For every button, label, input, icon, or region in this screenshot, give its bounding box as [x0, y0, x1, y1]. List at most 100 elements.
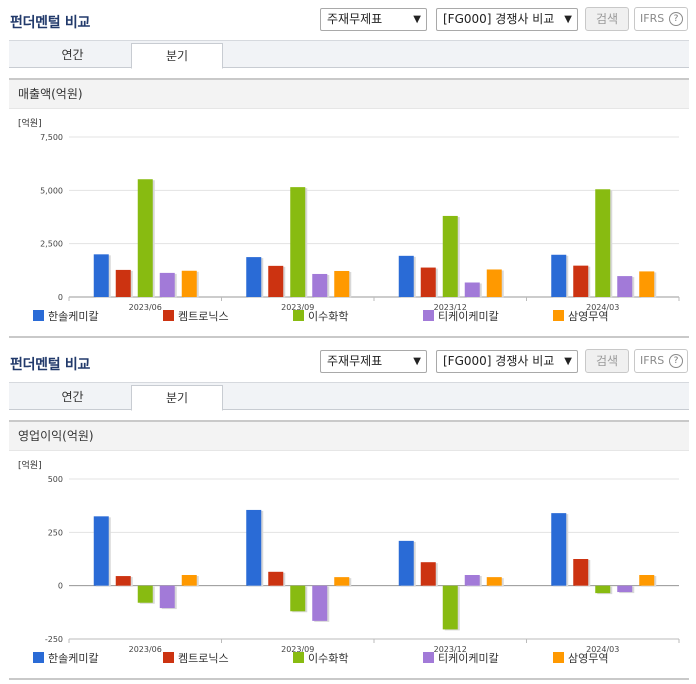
bar	[115, 269, 131, 297]
x-tick-label: 2023/12	[434, 645, 467, 654]
bar	[137, 585, 153, 603]
legend-swatch	[423, 652, 434, 663]
bar	[137, 179, 153, 297]
y-tick-label: 2,500	[40, 240, 63, 249]
bar	[639, 575, 655, 586]
bar	[181, 575, 197, 586]
y-tick-label: 250	[48, 528, 63, 537]
legend-swatch	[33, 652, 44, 663]
legend-label: 삼영무역	[568, 652, 608, 665]
x-tick-label: 2023/09	[281, 303, 314, 312]
bar	[115, 576, 131, 586]
bar	[268, 265, 284, 297]
bar	[420, 267, 436, 297]
bar	[617, 585, 633, 593]
y-tick-label: -250	[45, 635, 63, 644]
bar	[398, 255, 414, 297]
legend-label: 이수화학	[308, 310, 348, 323]
operating-profit-bar-chart: -250 0 250 500 2023/06 2023/09 2023/12 2024/03 한…	[33, 475, 680, 665]
x-tick-label: 2024/03	[586, 645, 619, 654]
bar	[573, 559, 589, 586]
peer-group-select[interactable]: [FG000] 경쟁사 비교 ▼	[436, 350, 578, 373]
statement-type-value: 주재무제표	[327, 12, 383, 26]
y-tick-label: 7,500	[40, 133, 63, 142]
bar	[486, 269, 502, 297]
y-tick-label: 5,000	[40, 186, 63, 195]
legend-swatch	[163, 652, 174, 663]
divider	[9, 678, 689, 680]
panel-header: 펀더멘털 비교 주재무제표 ▼ [FG000] 경쟁사 비교 ▼ 검색 IFRS…	[0, 342, 696, 382]
peer-group-value: [FG000] 경쟁사 비교	[443, 354, 555, 368]
y-tick-label: 0	[58, 582, 63, 591]
legend-label: 이수화학	[308, 652, 348, 665]
help-icon: ?	[669, 12, 683, 26]
bar	[290, 585, 306, 612]
panel-title: 펀더멘털 비교	[10, 357, 91, 373]
bar	[573, 265, 589, 297]
panel-title: 펀더멘털 비교	[10, 15, 91, 31]
search-button[interactable]: 검색	[585, 349, 629, 373]
x-tick-label: 2023/09	[281, 645, 314, 654]
chart-title: 영업이익(억원)	[9, 420, 689, 451]
statement-type-select[interactable]: 주재무제표 ▼	[320, 8, 427, 31]
bar	[159, 272, 175, 297]
legend-label: 켐트로닉스	[178, 310, 229, 323]
x-tick-label: 2023/12	[434, 303, 467, 312]
divider	[9, 336, 689, 338]
x-tick-label: 2024/03	[586, 303, 619, 312]
legend-label: 티케이케미칼	[438, 310, 499, 323]
ifrs-button[interactable]: IFRS ?	[634, 349, 688, 373]
bar	[464, 575, 480, 586]
bar	[420, 562, 436, 586]
statement-type-select[interactable]: 주재무제표 ▼	[320, 350, 427, 373]
revenue-panel: 펀더멘털 비교 주재무제표 ▼ [FG000] 경쟁사 비교 ▼ 검색 IFRS…	[0, 0, 696, 338]
legend-swatch	[163, 310, 174, 321]
bar	[159, 585, 175, 609]
help-icon: ?	[669, 354, 683, 368]
ifrs-label: IFRS	[640, 12, 665, 25]
search-button[interactable]: 검색	[585, 7, 629, 31]
bar	[464, 282, 480, 297]
chevron-down-icon: ▼	[564, 356, 572, 367]
bar	[181, 270, 197, 297]
legend-label: 한솔케미칼	[48, 310, 99, 323]
ifrs-button[interactable]: IFRS ?	[634, 7, 688, 31]
bar	[246, 257, 262, 297]
bar	[246, 509, 262, 586]
bar	[312, 585, 328, 621]
bar	[442, 215, 458, 297]
bar	[334, 270, 350, 297]
unit-label: [억원]	[18, 461, 42, 471]
legend-swatch	[293, 652, 304, 663]
tab-annual[interactable]: 연간	[61, 48, 84, 62]
bar	[334, 577, 350, 586]
bar	[268, 571, 284, 586]
legend-swatch	[33, 310, 44, 321]
bar	[486, 577, 502, 586]
chart-title: 매출액(억원)	[9, 78, 689, 109]
y-tick-label: 500	[48, 475, 63, 484]
legend-swatch	[553, 310, 564, 321]
bar	[442, 585, 458, 630]
legend-label: 켐트로닉스	[178, 652, 229, 665]
statement-type-value: 주재무제표	[327, 354, 383, 368]
bar	[551, 254, 567, 297]
x-tick-label: 2023/06	[129, 645, 162, 654]
tab-quarterly[interactable]: 분기	[131, 43, 223, 69]
bar	[312, 273, 328, 297]
operating-profit-panel: 펀더멘털 비교 주재무제표 ▼ [FG000] 경쟁사 비교 ▼ 검색 IFRS…	[0, 342, 696, 684]
revenue-bar-chart: 0 2,500 5,000 7,500 2023/06 2023/09 2023/12 202…	[33, 133, 680, 323]
panel-header: 펀더멘털 비교 주재무제표 ▼ [FG000] 경쟁사 비교 ▼ 검색 IFRS…	[0, 0, 696, 40]
peer-group-select[interactable]: [FG000] 경쟁사 비교 ▼	[436, 8, 578, 31]
legend-swatch	[423, 310, 434, 321]
x-tick-label: 2023/06	[129, 303, 162, 312]
bar	[595, 585, 611, 594]
unit-label: [억원]	[18, 119, 42, 129]
tab-quarterly[interactable]: 분기	[131, 385, 223, 411]
period-tabs: 연간 분기	[9, 382, 689, 411]
tab-annual[interactable]: 연간	[61, 390, 84, 404]
legend-label: 삼영무역	[568, 310, 608, 323]
legend-swatch	[553, 652, 564, 663]
bar	[290, 187, 306, 297]
legend-label: 티케이케미칼	[438, 652, 499, 665]
